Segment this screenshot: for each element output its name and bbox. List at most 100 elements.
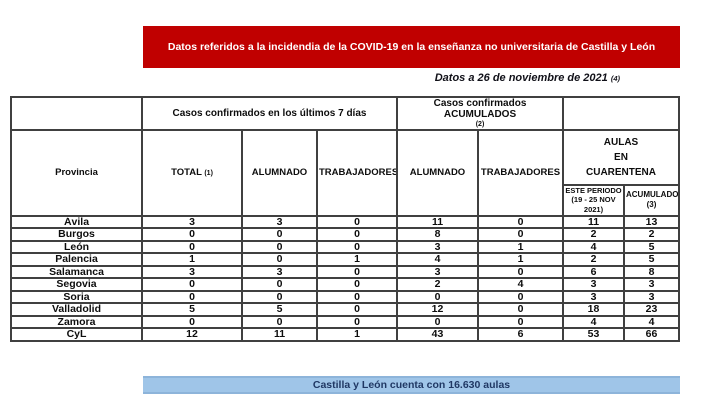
cell-workers-acc: 4: [477, 277, 564, 292]
header-workers-7d: TRABAJADORES: [316, 128, 398, 217]
table-row-soria: Soria 0 0 0 0 0 3 3: [10, 289, 680, 305]
group-header-last7: Casos confirmados en los últimos 7 días: [141, 96, 398, 131]
cell-workers-7d: 0: [316, 214, 398, 230]
province-name: Segovia: [10, 277, 143, 292]
header-students-7d: ALUMNADO: [241, 128, 318, 217]
este-periodo-line-3: 2021): [583, 205, 604, 215]
footer-banner-text: Castilla y León cuenta con 16.630 aulas: [312, 379, 511, 391]
table-row-cyl-total: CyL 12 11 1 43 6 53 66: [10, 327, 680, 342]
cell-workers-7d: 1: [316, 327, 398, 342]
cell-workers-acc: 0: [477, 227, 564, 242]
cell-workers-7d: 0: [316, 314, 398, 330]
acumulado-label: ACUMULADO: [626, 189, 679, 199]
cell-total: 5: [141, 302, 243, 317]
cell-aulas-acumulado: 66: [623, 327, 680, 342]
header-workers-acc: TRABAJADORES: [477, 128, 564, 217]
este-periodo-line-2: (19 - 25 NOV: [571, 195, 616, 205]
cell-students-acc: 0: [396, 289, 479, 305]
table-row-avila: Ávila 3 3 0 11 0 11 13: [10, 214, 680, 230]
title-banner: Datos referidos a la incidendia de la CO…: [143, 26, 680, 68]
province-name: Salamanca: [10, 264, 143, 280]
sub-header-row: ESTE PERIODO (19 - 25 NOV 2021) ACUMULAD…: [11, 183, 680, 217]
empty-header-cell: [562, 96, 680, 131]
cell-students-7d: 0: [241, 314, 318, 330]
cell-workers-acc: 6: [477, 327, 564, 342]
province-name: León: [10, 239, 143, 255]
cell-students-acc: 2: [396, 277, 479, 292]
cell-aulas-acumulado: 2: [623, 227, 680, 242]
acumulado-ref: (3): [646, 200, 657, 210]
cell-workers-7d: 0: [316, 227, 398, 242]
group-header-row: Casos confirmados en los últimos 7 días …: [10, 96, 680, 131]
header-este-periodo: ESTE PERIODO (19 - 25 NOV 2021): [562, 183, 625, 217]
header-total: TOTAL (1): [141, 128, 243, 217]
cell-aulas-acumulado: 8: [623, 264, 680, 280]
table-row-zamora: Zamora 0 0 0 0 0 4 4: [10, 314, 680, 330]
cell-workers-acc: 1: [477, 239, 564, 255]
province-name: Palencia: [10, 252, 143, 267]
cell-aulas-periodo: 3: [562, 289, 625, 305]
table-row-salamanca: Salamanca 3 3 0 3 0 6 8: [10, 264, 680, 280]
header-aulas-cuarentena: AULAS EN CUARENTENA: [562, 128, 680, 186]
province-name: Zamora: [10, 314, 143, 330]
group-header-accumulated-label: Casos confirmados ACUMULADOS: [433, 98, 527, 120]
province-name: Ávila: [10, 214, 143, 230]
date-note: Datos a 26 de noviembre de 2021 (4): [360, 72, 620, 88]
cell-workers-7d: 0: [316, 277, 398, 292]
cell-students-acc: 3: [396, 239, 479, 255]
header-total-ref: (1): [204, 170, 213, 178]
table-row-palencia: Palencia 1 0 1 4 1 2 5: [10, 252, 680, 267]
cell-total: 0: [141, 227, 243, 242]
cell-workers-7d: 0: [316, 302, 398, 317]
table-row-segovia: Segovia 0 0 0 2 4 3 3: [10, 277, 680, 292]
cell-workers-7d: 0: [316, 239, 398, 255]
covid-data-table: Casos confirmados en los últimos 7 días …: [10, 96, 680, 342]
cell-aulas-acumulado: 13: [623, 214, 680, 230]
cell-workers-7d: 1: [316, 252, 398, 267]
cell-students-7d: 0: [241, 277, 318, 292]
cell-students-7d: 11: [241, 327, 318, 342]
cell-students-acc: 0: [396, 314, 479, 330]
cell-aulas-periodo: 4: [562, 314, 625, 330]
province-name: CyL: [10, 327, 143, 342]
cell-aulas-acumulado: 23: [623, 302, 680, 317]
cell-aulas-periodo: 3: [562, 277, 625, 292]
date-note-ref: (4): [610, 74, 620, 83]
cell-students-acc: 43: [396, 327, 479, 342]
table-row-valladolid: Valladolid 5 5 0 12 0 18 23: [10, 302, 680, 317]
cell-aulas-periodo: 53: [562, 327, 625, 342]
table-row-burgos: Burgos 0 0 0 8 0 2 2: [10, 227, 680, 242]
cell-workers-acc: 0: [477, 264, 564, 280]
cell-aulas-periodo: 18: [562, 302, 625, 317]
cell-total: 0: [141, 314, 243, 330]
table-row-leon: León 0 0 0 3 1 4 5: [10, 239, 680, 255]
cell-students-acc: 3: [396, 264, 479, 280]
cell-total: 1: [141, 252, 243, 267]
cell-total: 3: [141, 264, 243, 280]
province-name: Soria: [10, 289, 143, 305]
aulas-line-2: EN: [614, 151, 628, 163]
cell-aulas-acumulado: 5: [623, 239, 680, 255]
aulas-line-1: AULAS: [603, 136, 639, 148]
cell-total: 0: [141, 277, 243, 292]
cell-aulas-periodo: 2: [562, 227, 625, 242]
date-note-text: Datos a 26 de noviembre de 2021: [434, 72, 611, 84]
header-students-acc: ALUMNADO: [396, 128, 479, 217]
column-header-row: Provincia TOTAL (1) ALUMNADO TRABAJADORE…: [10, 128, 680, 217]
cell-aulas-acumulado: 3: [623, 277, 680, 292]
header-province: Provincia: [10, 128, 143, 217]
cell-students-7d: 0: [241, 289, 318, 305]
cell-students-acc: 8: [396, 227, 479, 242]
cell-students-acc: 12: [396, 302, 479, 317]
cell-workers-acc: 0: [477, 214, 564, 230]
cell-total: 0: [141, 239, 243, 255]
cell-students-7d: 3: [241, 214, 318, 230]
cell-workers-acc: 0: [477, 314, 564, 330]
cell-students-7d: 0: [241, 252, 318, 267]
cell-total: 0: [141, 289, 243, 305]
cell-aulas-acumulado: 3: [623, 289, 680, 305]
cell-students-7d: 3: [241, 264, 318, 280]
cell-aulas-acumulado: 4: [623, 314, 680, 330]
cell-aulas-acumulado: 5: [623, 252, 680, 267]
